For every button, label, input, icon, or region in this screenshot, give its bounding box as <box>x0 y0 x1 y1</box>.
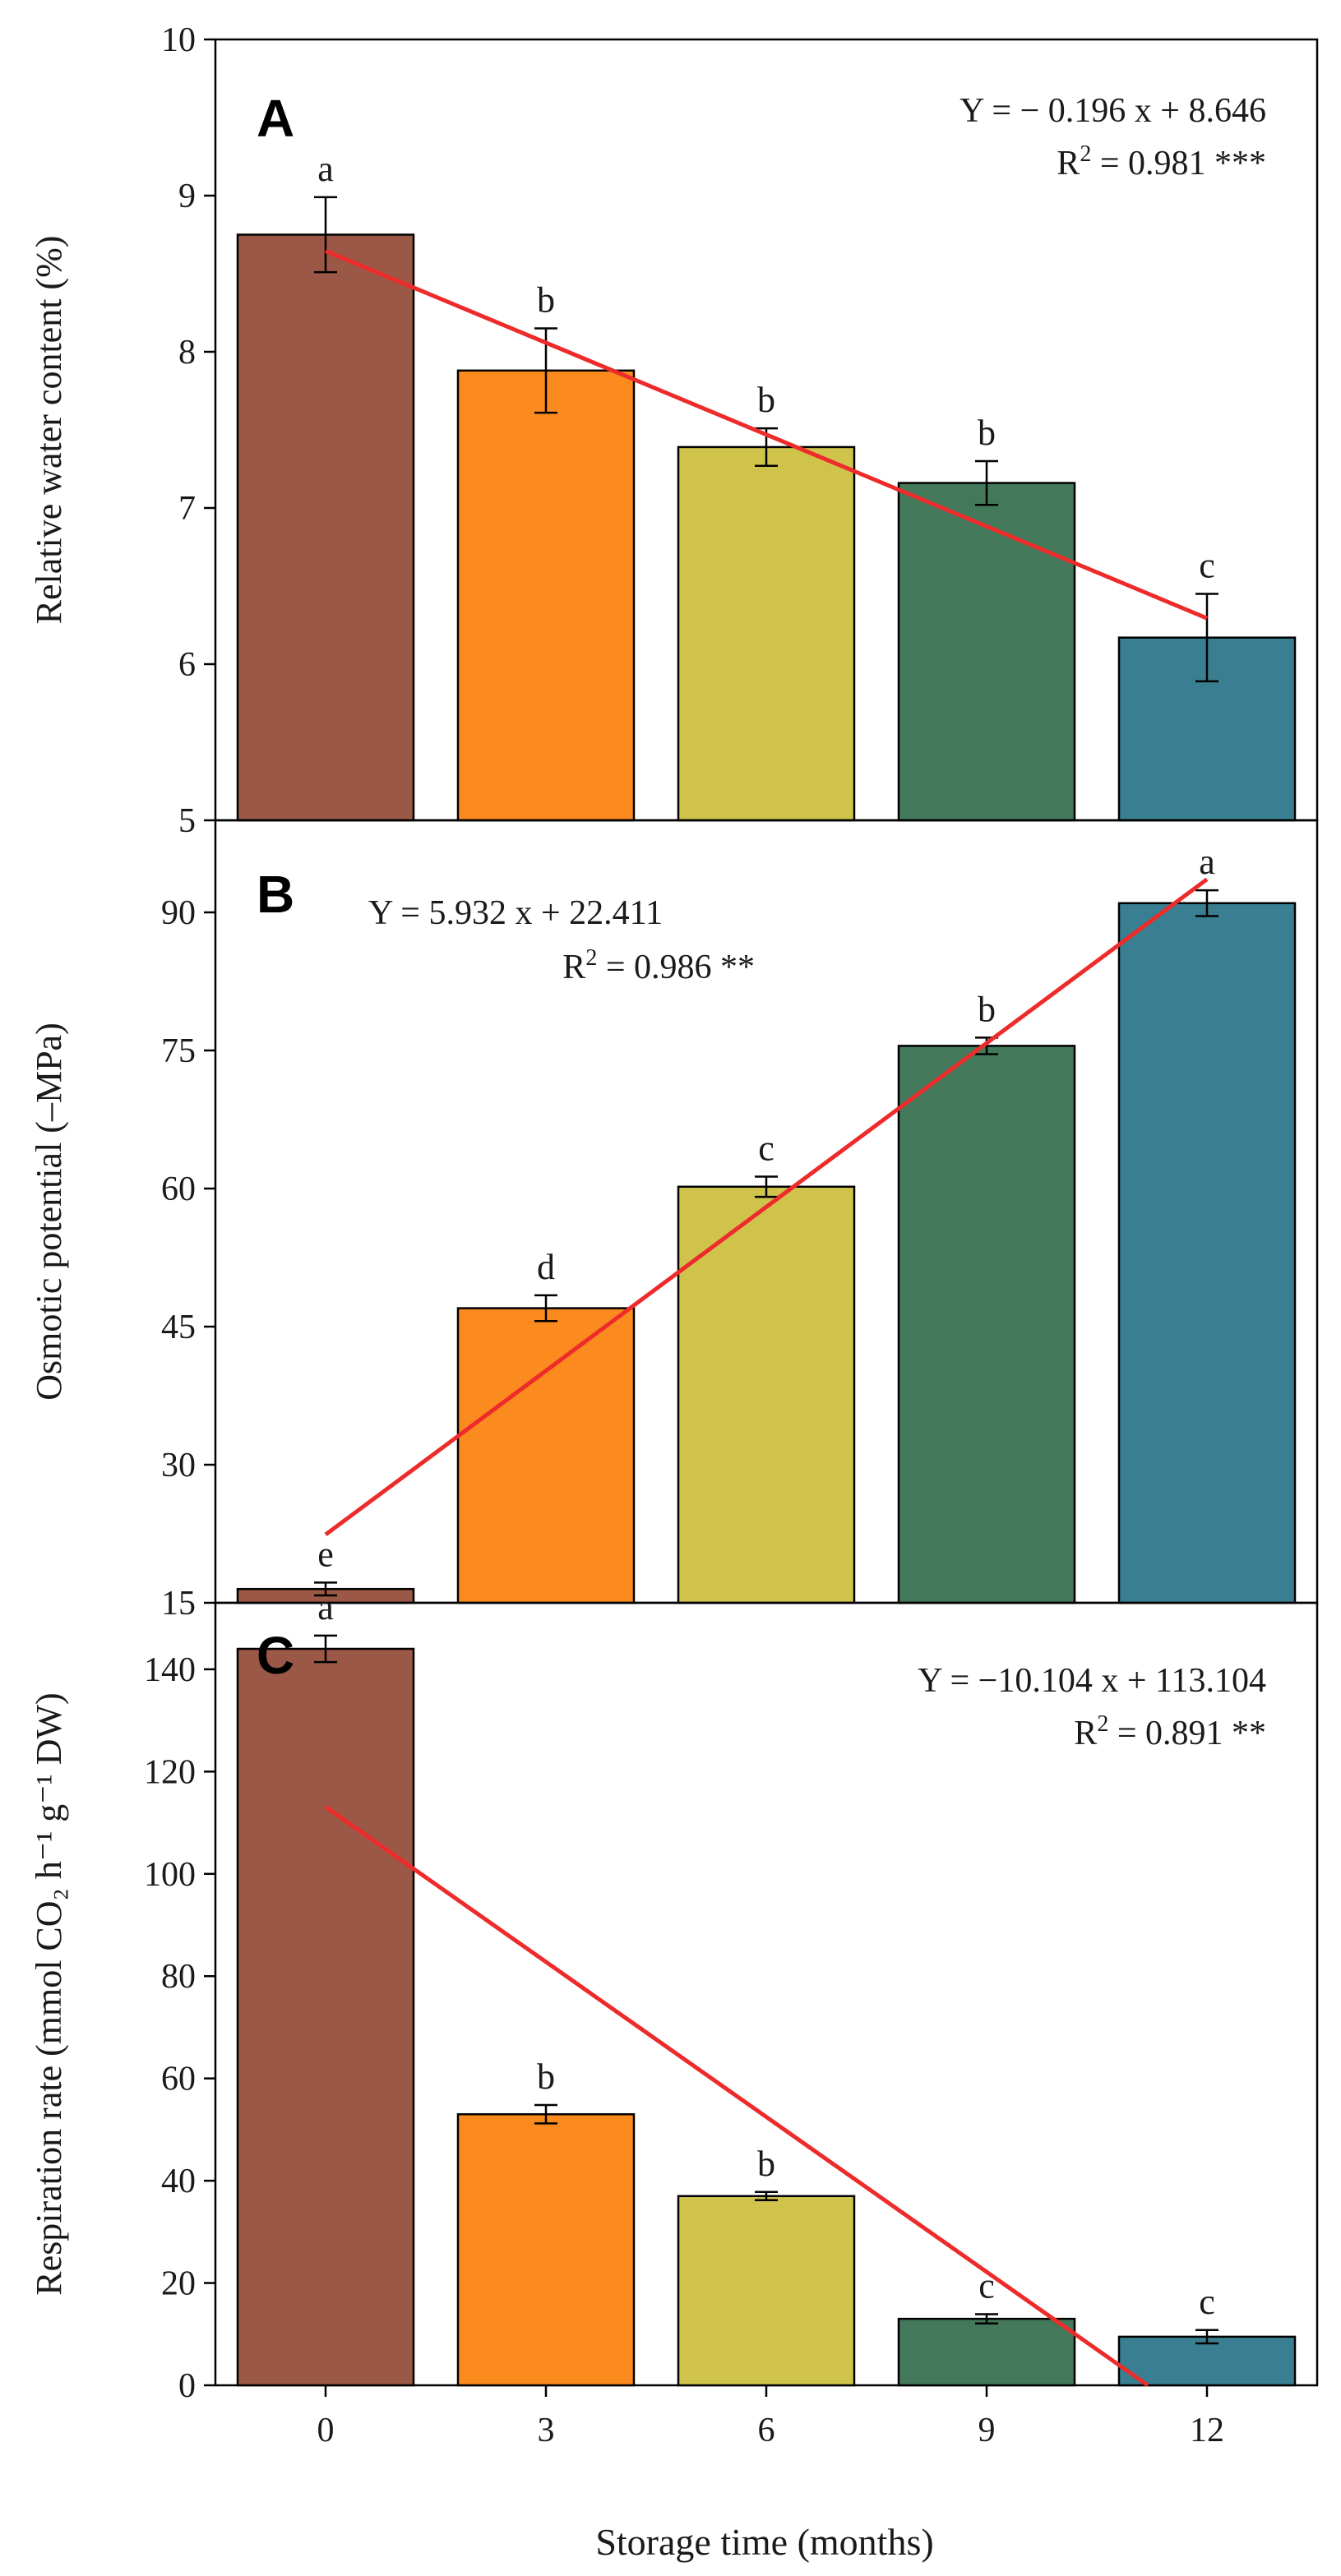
significance-letter: c <box>1199 2282 1215 2322</box>
y-tick-label: 40 <box>161 2163 196 2200</box>
regression-line <box>324 1805 1149 2388</box>
bar-C-9 <box>897 2317 1076 2387</box>
y-tick-label: 15 <box>161 1585 196 1623</box>
y-tick-label: 100 <box>144 1856 196 1894</box>
bar-C-3 <box>456 2112 636 2387</box>
panel-label-A: A <box>257 89 294 148</box>
regression-equation: Y = 5.932 x + 22.411 <box>368 894 663 932</box>
y-tick-label: 9 <box>178 178 196 215</box>
y-tick-label: 10 <box>161 21 196 59</box>
x-tick-label: 12 <box>1190 2412 1224 2449</box>
x-tick-label: 6 <box>758 2412 775 2449</box>
y-tick-label: 80 <box>161 1958 196 1996</box>
regression-line <box>325 248 1208 621</box>
significance-letter: e <box>317 1534 334 1574</box>
significance-letter: b <box>757 2144 775 2184</box>
significance-letter: b <box>978 989 996 1029</box>
y-tick-label: 5 <box>178 802 196 840</box>
x-tick-label: 9 <box>978 2412 996 2449</box>
significance-letter: b <box>978 413 996 453</box>
bar-B-3 <box>456 1307 636 1604</box>
y-tick-label: 75 <box>161 1032 196 1070</box>
significance-letter: c <box>758 1128 775 1168</box>
bar-C-0 <box>236 1647 415 2387</box>
y-tick-label: 8 <box>178 334 196 372</box>
y-tick-label: 60 <box>161 1170 196 1208</box>
r-squared: R2 = 0.986 ** <box>562 945 755 986</box>
y-tick-label: 0 <box>178 2367 196 2405</box>
y-tick-label: 90 <box>161 894 196 932</box>
panel-label-B: B <box>257 865 294 924</box>
plot-layer: 5 6 7 8 9 10 Relative water content (%) a b b b c A Y… <box>29 21 1319 2449</box>
bar-B-12 <box>1117 902 1297 1604</box>
y-axis-title: Respiration rate (mmol CO₂ h⁻¹ g⁻¹ DW) <box>29 1692 69 2295</box>
x-tick-label: 3 <box>538 2412 555 2449</box>
r-squared: R2 = 0.891 ** <box>1074 1711 1266 1752</box>
y-tick-label: 120 <box>144 1753 196 1791</box>
bar-C-12 <box>1117 2335 1297 2387</box>
y-tick-label: 7 <box>178 490 196 528</box>
panel-label-C: C <box>257 1626 294 1685</box>
y-axis-title: Relative water content (%) <box>29 236 69 625</box>
y-axis-title: Osmotic potential (–MPa) <box>29 1023 69 1401</box>
significance-letter: b <box>537 280 555 321</box>
regression-line <box>324 877 1209 1537</box>
x-axis-title: Storage time (months) <box>595 2521 933 2563</box>
regression-equation: Y = − 0.196 x + 8.646 <box>960 92 1266 130</box>
bar-B-9 <box>897 1045 1076 1604</box>
bar-A-9 <box>897 482 1076 822</box>
bar-C-6 <box>677 2195 856 2387</box>
significance-letter: d <box>537 1247 555 1287</box>
significance-letter: c <box>1199 546 1215 586</box>
y-tick-label: 45 <box>161 1309 196 1346</box>
significance-letter: a <box>1199 842 1215 882</box>
y-tick-label: 60 <box>161 2061 196 2098</box>
bar-B-6 <box>677 1185 856 1604</box>
r-squared: R2 = 0.981 *** <box>1057 141 1266 182</box>
x-tick-label: 0 <box>317 2412 335 2449</box>
significance-letter: b <box>757 380 775 420</box>
y-tick-label: 30 <box>161 1447 196 1484</box>
bar-A-3 <box>456 369 636 822</box>
significance-letter: b <box>537 2057 555 2097</box>
bar-A-6 <box>677 445 856 822</box>
significance-letter: a <box>317 149 334 189</box>
y-tick-label: 6 <box>178 646 196 684</box>
significance-letter: a <box>317 1587 334 1627</box>
bar-A-0 <box>236 233 415 822</box>
y-tick-label: 20 <box>161 2265 196 2303</box>
regression-equation: Y = −10.104 x + 113.104 <box>918 1662 1266 1700</box>
y-tick-label: 140 <box>144 1651 196 1689</box>
